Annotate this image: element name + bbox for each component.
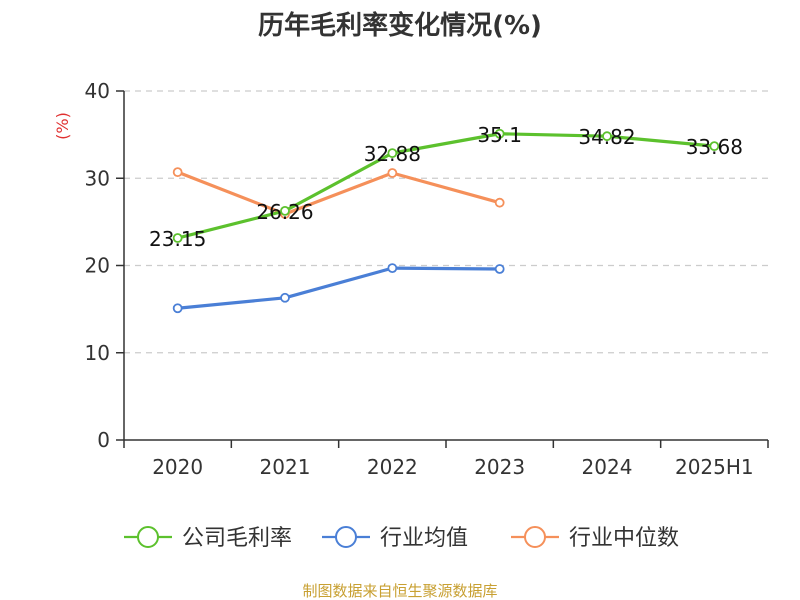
data-label: 26.26 [256,200,313,224]
data-point[interactable] [172,303,183,314]
legend-label: 行业均值 [380,526,468,551]
legend-marker [335,526,357,548]
data-point[interactable] [387,168,398,178]
x-tick-label: 2023 [474,455,525,479]
source-note: 制图数据来自恒生聚源数据库 [302,582,497,600]
y-tick-label: 0 [97,428,110,452]
data-label: 35.1 [477,123,522,147]
legend-marker [524,526,546,548]
data-point[interactable] [387,263,398,274]
data-point[interactable] [172,233,183,243]
data-point[interactable] [172,167,183,178]
data-label: 34.82 [578,125,635,149]
chart-title: 历年毛利率变化情况(%) [258,10,542,41]
y-tick-label: 40 [85,79,110,103]
x-tick-label: 2025H1 [675,455,754,479]
x-tick-label: 2020 [152,455,203,479]
data-point[interactable] [280,292,290,303]
data-label: 33.68 [686,135,743,159]
series-line [177,266,500,310]
data-point[interactable] [387,148,398,159]
x-tick-label: 2022 [367,455,418,479]
y-tick-label: 30 [85,166,110,190]
series-line [177,132,715,240]
data-point[interactable] [280,205,290,216]
y-axis-label: (%) [53,112,72,140]
legend-item[interactable]: 公司毛利率 [124,526,292,551]
data-point[interactable] [494,197,505,208]
data-point[interactable] [709,141,720,152]
data-point[interactable] [494,128,505,139]
data-point[interactable] [494,264,505,274]
legend-label: 公司毛利率 [182,526,292,551]
x-tick-label: 2021 [260,455,311,479]
legend[interactable]: 公司毛利率 行业均值 行业中位数 [124,526,679,551]
y-tick-label: 20 [85,254,110,278]
y-tick-label: 10 [85,341,110,365]
legend-marker [137,526,159,548]
legend-item[interactable]: 行业均值 [322,526,468,551]
series-line [177,170,501,216]
series-lines [172,128,720,314]
axes: 0 10 20 30 40 2020 2021 2022 2023 2024 2025H1 [85,79,769,479]
data-label: 23.15 [149,227,206,251]
data-label: 32.88 [364,142,421,166]
grid-lines [124,90,768,354]
legend-item[interactable]: 行业中位数 [511,526,679,551]
data-point[interactable] [602,131,612,142]
x-tick-label: 2024 [582,455,633,479]
legend-label: 行业中位数 [569,526,679,551]
data-labels: 23.15 26.26 32.88 35.1 34.82 33.68 [149,123,743,251]
